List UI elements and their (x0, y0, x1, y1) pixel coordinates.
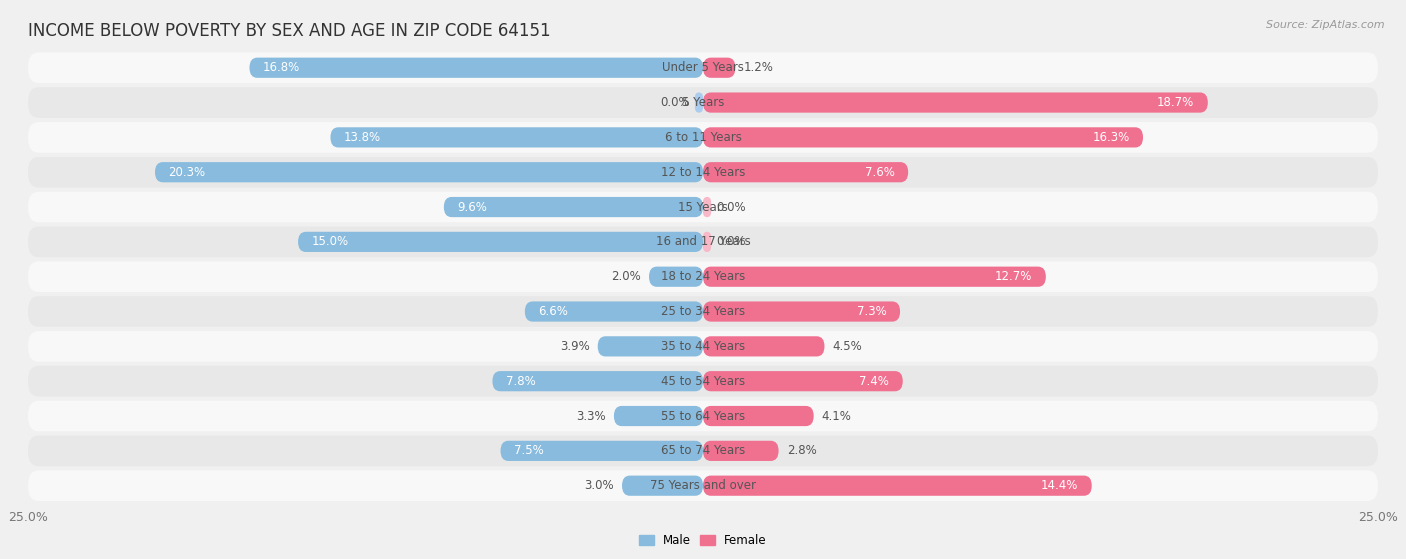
Text: 13.8%: 13.8% (344, 131, 381, 144)
Text: 7.8%: 7.8% (506, 375, 536, 388)
Text: Source: ZipAtlas.com: Source: ZipAtlas.com (1267, 20, 1385, 30)
FancyBboxPatch shape (28, 331, 1378, 362)
FancyBboxPatch shape (28, 296, 1378, 327)
FancyBboxPatch shape (330, 127, 703, 148)
Text: 5 Years: 5 Years (682, 96, 724, 109)
Text: 6 to 11 Years: 6 to 11 Years (665, 131, 741, 144)
Text: 7.4%: 7.4% (859, 375, 889, 388)
FancyBboxPatch shape (703, 301, 900, 321)
Text: 1.2%: 1.2% (744, 61, 773, 74)
FancyBboxPatch shape (28, 401, 1378, 432)
Text: 20.3%: 20.3% (169, 165, 205, 179)
Text: 18.7%: 18.7% (1157, 96, 1194, 109)
FancyBboxPatch shape (703, 337, 824, 357)
FancyBboxPatch shape (155, 162, 703, 182)
Text: 3.9%: 3.9% (560, 340, 589, 353)
Text: 0.0%: 0.0% (659, 96, 689, 109)
Text: 18 to 24 Years: 18 to 24 Years (661, 270, 745, 283)
FancyBboxPatch shape (703, 476, 1091, 496)
FancyBboxPatch shape (249, 58, 703, 78)
FancyBboxPatch shape (444, 197, 703, 217)
FancyBboxPatch shape (703, 371, 903, 391)
FancyBboxPatch shape (28, 192, 1378, 222)
FancyBboxPatch shape (28, 366, 1378, 396)
Text: 12 to 14 Years: 12 to 14 Years (661, 165, 745, 179)
FancyBboxPatch shape (28, 157, 1378, 187)
Text: 65 to 74 Years: 65 to 74 Years (661, 444, 745, 457)
Text: 4.1%: 4.1% (821, 410, 852, 423)
Text: 0.0%: 0.0% (717, 235, 747, 248)
FancyBboxPatch shape (695, 92, 703, 113)
FancyBboxPatch shape (28, 122, 1378, 153)
Text: Under 5 Years: Under 5 Years (662, 61, 744, 74)
Text: 7.5%: 7.5% (515, 444, 544, 457)
FancyBboxPatch shape (28, 262, 1378, 292)
Text: 15 Years: 15 Years (678, 201, 728, 214)
Text: 6.6%: 6.6% (538, 305, 568, 318)
Text: 9.6%: 9.6% (457, 201, 488, 214)
Text: 7.6%: 7.6% (865, 165, 894, 179)
Text: 0.0%: 0.0% (717, 201, 747, 214)
FancyBboxPatch shape (524, 301, 703, 321)
FancyBboxPatch shape (598, 337, 703, 357)
FancyBboxPatch shape (28, 53, 1378, 83)
Text: 2.0%: 2.0% (612, 270, 641, 283)
Text: 45 to 54 Years: 45 to 54 Years (661, 375, 745, 388)
Text: 12.7%: 12.7% (995, 270, 1032, 283)
Text: 25 to 34 Years: 25 to 34 Years (661, 305, 745, 318)
FancyBboxPatch shape (621, 476, 703, 496)
Text: 16.3%: 16.3% (1092, 131, 1129, 144)
FancyBboxPatch shape (28, 87, 1378, 118)
Text: 4.5%: 4.5% (832, 340, 862, 353)
FancyBboxPatch shape (703, 162, 908, 182)
Text: 75 Years and over: 75 Years and over (650, 479, 756, 492)
Text: INCOME BELOW POVERTY BY SEX AND AGE IN ZIP CODE 64151: INCOME BELOW POVERTY BY SEX AND AGE IN Z… (28, 22, 551, 40)
Text: 35 to 44 Years: 35 to 44 Years (661, 340, 745, 353)
FancyBboxPatch shape (492, 371, 703, 391)
FancyBboxPatch shape (703, 127, 1143, 148)
Text: 16 and 17 Years: 16 and 17 Years (655, 235, 751, 248)
FancyBboxPatch shape (703, 92, 1208, 113)
Text: 2.8%: 2.8% (787, 444, 817, 457)
FancyBboxPatch shape (703, 232, 711, 252)
FancyBboxPatch shape (28, 226, 1378, 257)
FancyBboxPatch shape (28, 435, 1378, 466)
FancyBboxPatch shape (298, 232, 703, 252)
FancyBboxPatch shape (501, 440, 703, 461)
FancyBboxPatch shape (614, 406, 703, 426)
FancyBboxPatch shape (650, 267, 703, 287)
FancyBboxPatch shape (28, 470, 1378, 501)
Text: 3.3%: 3.3% (576, 410, 606, 423)
FancyBboxPatch shape (703, 440, 779, 461)
FancyBboxPatch shape (703, 58, 735, 78)
FancyBboxPatch shape (703, 197, 711, 217)
Text: 55 to 64 Years: 55 to 64 Years (661, 410, 745, 423)
Text: 14.4%: 14.4% (1040, 479, 1078, 492)
Text: 3.0%: 3.0% (585, 479, 614, 492)
Text: 16.8%: 16.8% (263, 61, 301, 74)
Text: 7.3%: 7.3% (856, 305, 887, 318)
FancyBboxPatch shape (703, 267, 1046, 287)
FancyBboxPatch shape (703, 406, 814, 426)
Text: 15.0%: 15.0% (312, 235, 349, 248)
Legend: Male, Female: Male, Female (634, 529, 772, 552)
